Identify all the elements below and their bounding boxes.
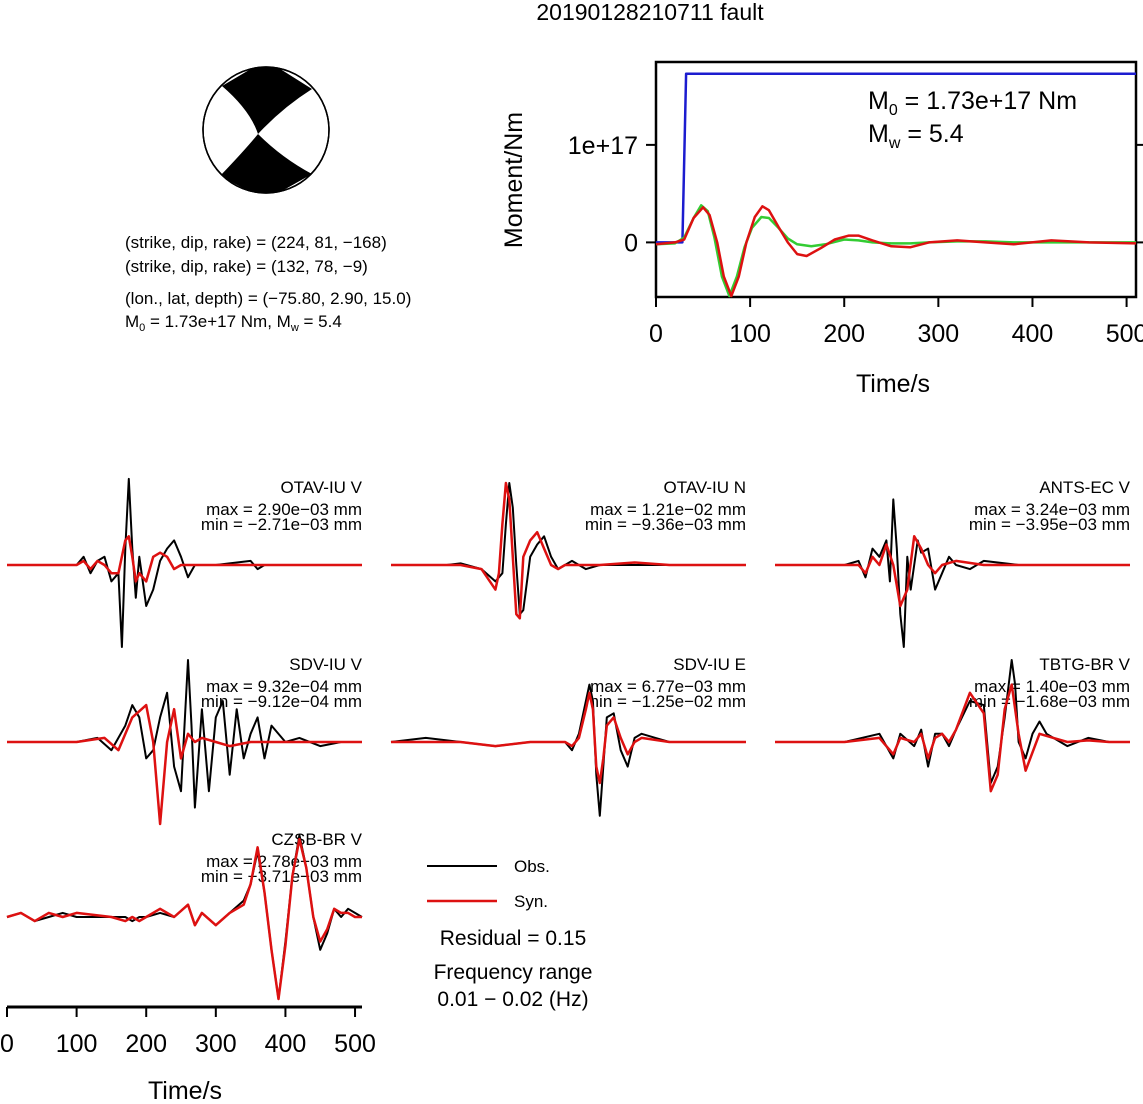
moment-ytick-label: 0 <box>624 229 638 257</box>
waveform-xtick-label: 0 <box>0 1030 14 1058</box>
frequency-range-title: Frequency range <box>434 961 593 984</box>
moment-m0-label: M0 = 1.73e+17 Nm <box>868 87 1077 119</box>
synthetic-trace <box>7 535 362 583</box>
mechanism-info: (strike, dip, rake) = (224, 81, −168) (s… <box>125 233 411 334</box>
observed-trace <box>7 477 362 648</box>
moment-xlabel: Time/s <box>856 370 930 398</box>
min-amplitude-label: min = −2.71e−03 mm <box>201 515 362 534</box>
beachball-quadrant-top <box>222 67 312 134</box>
moment-xtick-label: 500 <box>1106 320 1143 348</box>
mechanism-line-2: (strike, dip, rake) = (132, 78, −9) <box>125 257 368 276</box>
max-amplitude-label: max = 9.32e−04 mm <box>206 677 362 696</box>
station-label: OTAV-IU N <box>664 478 747 497</box>
min-amplitude-label: min = −3.95e−03 mm <box>969 515 1130 534</box>
max-amplitude-label: max = 3.24e−03 mm <box>974 500 1130 519</box>
station-label: OTAV-IU V <box>280 478 362 497</box>
moment-ylabel: Moment/Nm <box>500 112 528 248</box>
station-label: SDV-IU V <box>289 655 362 674</box>
waveform-xtick-label: 200 <box>125 1030 167 1058</box>
waveform-xtick-label: 300 <box>195 1030 237 1058</box>
waveform-xtick-label: 400 <box>265 1030 307 1058</box>
station-label: ANTS-EC V <box>1039 478 1130 497</box>
max-amplitude-label: max = 2.78e−03 mm <box>206 852 362 871</box>
moment-ytick-label: 1e+17 <box>568 132 638 160</box>
residual-label: Residual = 0.15 <box>440 927 587 950</box>
max-amplitude-label: max = 2.90e−03 mm <box>206 500 362 519</box>
max-amplitude-label: max = 1.21e−02 mm <box>590 500 746 519</box>
moment-xtick-label: 100 <box>729 320 771 348</box>
moment-plot-frame <box>654 60 1138 299</box>
synthetic-trace <box>775 535 1130 608</box>
synthetic-trace <box>775 683 1130 793</box>
waveform-xtick-label: 500 <box>334 1030 376 1058</box>
station-label: CZSB-BR V <box>271 830 362 849</box>
waveform-xtick-label: 100 <box>56 1030 98 1058</box>
mechanism-line-3: (lon., lat, depth) = (−75.80, 2.90, 15.0… <box>125 289 411 308</box>
station-label: TBTG-BR V <box>1039 655 1130 674</box>
moment-xtick-label: 400 <box>1012 320 1054 348</box>
observed-trace <box>7 659 362 809</box>
min-amplitude-label: min = −1.25e−02 mm <box>585 692 746 711</box>
moment-xtick-label: 300 <box>917 320 959 348</box>
min-amplitude-label: min = −9.36e−03 mm <box>585 515 746 534</box>
moment-xtick-label: 0 <box>649 320 663 348</box>
mechanism-moment-magnitude: M0 = 1.73e+17 Nm, Mw = 5.4 <box>125 312 342 334</box>
observed-trace <box>391 482 746 616</box>
waveform-time-axis: 0 100 200 300 400 500 <box>0 1005 376 1058</box>
focal-mechanism-beachball <box>202 66 330 194</box>
waveform-xlabel: Time/s <box>148 1077 222 1104</box>
moment-xtick-label: 200 <box>823 320 865 348</box>
synthetic-trace <box>6 837 362 1001</box>
observed-trace <box>775 498 1130 648</box>
max-amplitude-label: max = 6.77e−03 mm <box>590 677 746 696</box>
figure-title: 20190128210711 fault <box>536 0 764 25</box>
frequency-range-value: 0.01 − 0.02 (Hz) <box>437 988 588 1011</box>
min-amplitude-label: min = −3.71e−03 mm <box>201 867 362 886</box>
moment-mw-label: Mw = 5.4 <box>868 120 964 152</box>
moment-series-rate-2 <box>655 205 1137 298</box>
station-label: SDV-IU E <box>673 655 746 674</box>
legend: Obs. Syn. Residual = 0.15 Frequency rang… <box>427 857 592 1011</box>
moment-series-rate-1 <box>655 204 1136 298</box>
legend-syn-label: Syn. <box>514 892 548 911</box>
beachball-quadrant-bottom <box>220 134 312 193</box>
min-amplitude-label: min = −1.68e−03 mm <box>969 692 1130 711</box>
synthetic-trace <box>7 703 362 826</box>
synthetic-trace <box>391 481 746 620</box>
synthetic-trace <box>391 691 746 785</box>
min-amplitude-label: min = −9.12e−04 mm <box>201 692 362 711</box>
legend-obs-label: Obs. <box>514 857 550 876</box>
mechanism-line-1: (strike, dip, rake) = (224, 81, −168) <box>125 233 387 252</box>
